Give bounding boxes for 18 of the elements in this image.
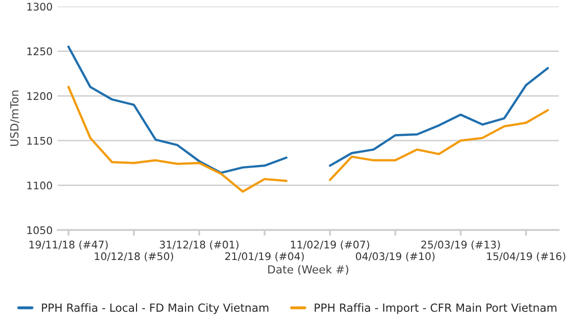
x-tick-label: 10/12/18 (#50) (94, 252, 174, 262)
x-tick-label: 15/04/19 (#16) (487, 252, 566, 262)
x-tick-label: 31/12/18 (#01) (160, 240, 238, 250)
x-tick-label: 11/02/19 (#07) (290, 240, 370, 250)
y-tick-label: 1050 (27, 226, 52, 234)
x-tick-label: 25/03/19 (#13) (421, 240, 500, 250)
y-tick-label: 1150 (27, 136, 52, 145)
y-tick-label: 1300 (27, 2, 52, 11)
x-tick-label: 21/01/19 (#04) (225, 252, 304, 262)
x-tick-label: 04/03/19 (#10) (356, 252, 435, 262)
legend-label: PPH Raffia - Import - CFR Main Port Vietnam (314, 303, 556, 314)
y-tick-label: 1250 (27, 47, 52, 56)
y-tick-label: 1100 (27, 182, 52, 190)
y-axis-title: USD/mTon (10, 90, 20, 146)
legend-label: PPH Raffia - Local - FD Main City Vietnam (42, 303, 268, 314)
y-tick-label: 1200 (27, 92, 52, 100)
x-axis-title: Date (Week #) (268, 264, 348, 275)
x-tick-label: 19/11/18 (#47) (30, 240, 108, 250)
